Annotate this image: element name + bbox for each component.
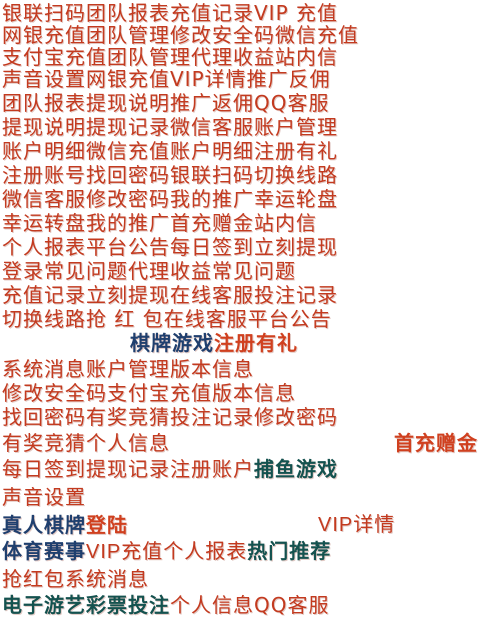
link-text[interactable]: 账户明细微信充值账户明细注册有礼: [2, 139, 338, 163]
link-text[interactable]: 银联扫码团队报表充值记录VIP 充值: [2, 1, 338, 25]
link-text[interactable]: 个人报表平台公告每日签到立刻提现: [2, 235, 338, 259]
link-text[interactable]: 找回密码有奖竞猜投注记录修改密码: [2, 405, 338, 429]
link-text[interactable]: 充值记录立刻提现在线客服投注记录: [2, 283, 338, 307]
link-row: 有奖竞猜个人信息 首充赠金: [2, 430, 478, 456]
link-row: 幸运转盘我的推广首充赠金站内信: [2, 210, 317, 236]
link-row: 注册账号找回密码银联扫码切换线路: [2, 162, 338, 188]
link-text[interactable]: 热门推荐: [247, 539, 332, 563]
link-text[interactable]: 提现说明提现记录微信客服账户管理: [2, 115, 338, 139]
link-text[interactable]: 每日签到提现记录注册账户: [2, 457, 254, 481]
link-row: 声音设置网银充值VIP详情推广反佣: [2, 66, 331, 92]
link-row: 账户明细微信充值账户明细注册有礼: [2, 138, 338, 164]
link-text[interactable]: VIP详情: [318, 514, 396, 536]
link-row: 银联扫码团队报表充值记录VIP 充值: [2, 0, 338, 26]
link-text[interactable]: 体育赛事: [2, 539, 86, 563]
link-row: 充值记录立刻提现在线客服投注记录: [2, 282, 338, 308]
link-text[interactable]: 网银充值团队管理修改安全码微信充值: [2, 23, 359, 47]
link-row: 真人棋牌登陆 VIP详情: [2, 512, 478, 538]
link-text[interactable]: 声音设置网银充值VIP详情推广反佣: [2, 67, 331, 91]
link-text[interactable]: 棋牌游戏: [130, 331, 214, 355]
link-row: 网银充值团队管理修改安全码微信充值: [2, 22, 359, 48]
link-row: 电子游艺彩票投注个人信息QQ客服: [2, 592, 329, 618]
link-row: 微信客服修改密码我的推广幸运轮盘: [2, 186, 338, 212]
link-row: 体育赛事VIP充值个人报表热门推荐: [2, 538, 331, 564]
link-text[interactable]: 注册账号找回密码银联扫码切换线路: [2, 163, 338, 187]
link-text[interactable]: 捕鱼游戏: [254, 457, 338, 481]
link-text[interactable]: 个人信息QQ客服: [170, 593, 330, 617]
link-text[interactable]: 修改安全码支付宝充值版本信息: [2, 381, 296, 405]
link-text[interactable]: 幸运转盘我的推广首充赠金站内信: [2, 211, 317, 235]
link-row: 每日签到提现记录注册账户捕鱼游戏: [2, 456, 338, 482]
link-text[interactable]: 真人棋牌: [2, 513, 86, 537]
link-text[interactable]: 登陆: [86, 513, 128, 537]
link-text[interactable]: 声音设置: [2, 485, 86, 509]
link-text[interactable]: 抢红包系统消息: [2, 567, 149, 591]
link-row: 支付宝充值团队管理代理收益站内信: [2, 44, 338, 70]
link-row: 抢红包系统消息: [2, 566, 149, 592]
link-text[interactable]: 首充赠金: [394, 431, 478, 455]
link-text[interactable]: 系统消息账户管理版本信息: [2, 357, 254, 381]
link-text[interactable]: 支付宝充值团队管理代理收益站内信: [2, 45, 338, 69]
link-text[interactable]: 微信客服修改密码我的推广幸运轮盘: [2, 187, 338, 211]
link-text[interactable]: 登录常见问题代理收益常见问题: [2, 259, 296, 283]
link-row: 修改安全码支付宝充值版本信息: [2, 380, 296, 406]
link-text[interactable]: 电子游艺彩票投注: [2, 593, 170, 617]
link-row: 棋牌游戏注册有礼: [130, 330, 298, 356]
link-row: 登录常见问题代理收益常见问题: [2, 258, 296, 284]
link-row: 提现说明提现记录微信客服账户管理: [2, 114, 338, 140]
link-row: 找回密码有奖竞猜投注记录修改密码: [2, 404, 338, 430]
link-row: 团队报表提现说明推广返佣QQ客服: [2, 90, 329, 116]
link-text[interactable]: 切换线路抢 红 包在线客服平台公告: [2, 307, 332, 331]
link-text[interactable]: VIP充值个人报表: [86, 541, 248, 563]
link-row: 个人报表平台公告每日签到立刻提现: [2, 234, 338, 260]
link-row: 声音设置: [2, 484, 86, 510]
link-row: 系统消息账户管理版本信息: [2, 356, 254, 382]
link-text[interactable]: 有奖竞猜个人信息: [2, 431, 170, 455]
link-text[interactable]: 注册有礼: [214, 331, 298, 355]
link-row: 切换线路抢 红 包在线客服平台公告: [2, 306, 332, 332]
link-text[interactable]: 团队报表提现说明推广返佣QQ客服: [2, 91, 330, 115]
